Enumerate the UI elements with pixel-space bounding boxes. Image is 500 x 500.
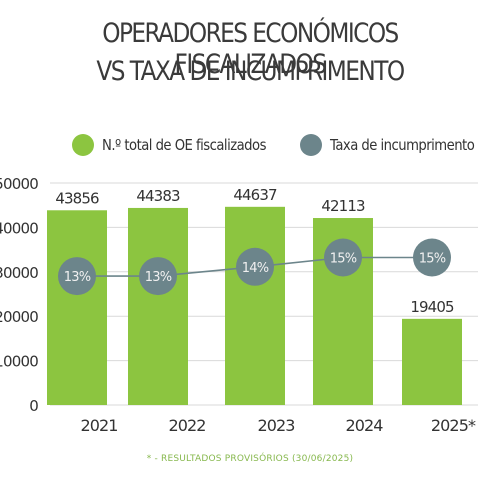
combo-chart: 0 10000 20000 30000 40000 50000 43856 44383 446… [0, 175, 478, 435]
x-tick-label: 2023 [257, 416, 294, 435]
legend-item-line: Taxa de incumprimento [300, 134, 494, 156]
y-tick-label: 20000 [0, 308, 38, 326]
rate-markers: 13% 13% 14% 15% 15% [58, 238, 451, 296]
rate-marker-label: 15% [419, 252, 446, 267]
x-axis-ticks: 2021 2022 2023 2024 2025* [80, 416, 476, 435]
rate-marker [58, 257, 96, 296]
legend: N.º total de OE fiscalizados Taxa de inc… [0, 134, 500, 164]
rate-marker-label: 14% [242, 261, 269, 276]
bar-value-label: 19405 [410, 298, 454, 316]
bar [225, 206, 285, 405]
rate-marker-label: 13% [145, 270, 172, 285]
y-tick-label: 30000 [0, 264, 38, 282]
bar [128, 207, 188, 405]
rate-marker [139, 257, 177, 296]
footnote: * - RESULTADOS PROVISÓRIOS (30/06/2025) [146, 454, 354, 464]
bar-value-label: 42113 [321, 197, 365, 215]
chart-title-line-2: VS TAXA DE INCUMPRIMENTO [96, 56, 405, 87]
rate-marker-label: 15% [330, 252, 357, 267]
legend-bars-label: N.º total de OE fiscalizados [102, 136, 266, 154]
y-axis-ticks: 0 10000 20000 30000 40000 50000 [0, 175, 39, 415]
x-tick-label: 2021 [80, 416, 117, 435]
legend-item-bars: N.º total de OE fiscalizados [72, 134, 288, 156]
bar-value-label: 44383 [136, 187, 180, 205]
rate-marker [324, 238, 362, 277]
y-tick-label: 40000 [0, 219, 38, 237]
chart-title-line-1: OPERADORES ECONÓMICOS FISCALIZADOS [102, 18, 399, 80]
legend-line-label: Taxa de incumprimento [330, 136, 475, 154]
bar [47, 210, 107, 405]
bar [402, 318, 462, 405]
bars [47, 206, 462, 405]
y-tick-label: 50000 [0, 175, 38, 193]
legend-line-icon [300, 134, 322, 156]
x-tick-label: 2022 [168, 416, 205, 435]
legend-bars-icon [72, 134, 94, 156]
x-tick-label: 2025* [431, 416, 476, 435]
y-tick-label: 0 [29, 397, 38, 415]
bar-value-label: 43856 [55, 189, 99, 207]
rate-marker [413, 238, 451, 277]
rate-marker-label: 13% [64, 270, 91, 285]
bar-value-label: 44637 [233, 186, 277, 204]
x-tick-label: 2024 [345, 416, 383, 435]
bar-value-labels: 43856 44383 44637 42113 19405 [55, 186, 454, 316]
y-tick-label: 10000 [0, 353, 38, 371]
rate-marker [236, 247, 274, 286]
